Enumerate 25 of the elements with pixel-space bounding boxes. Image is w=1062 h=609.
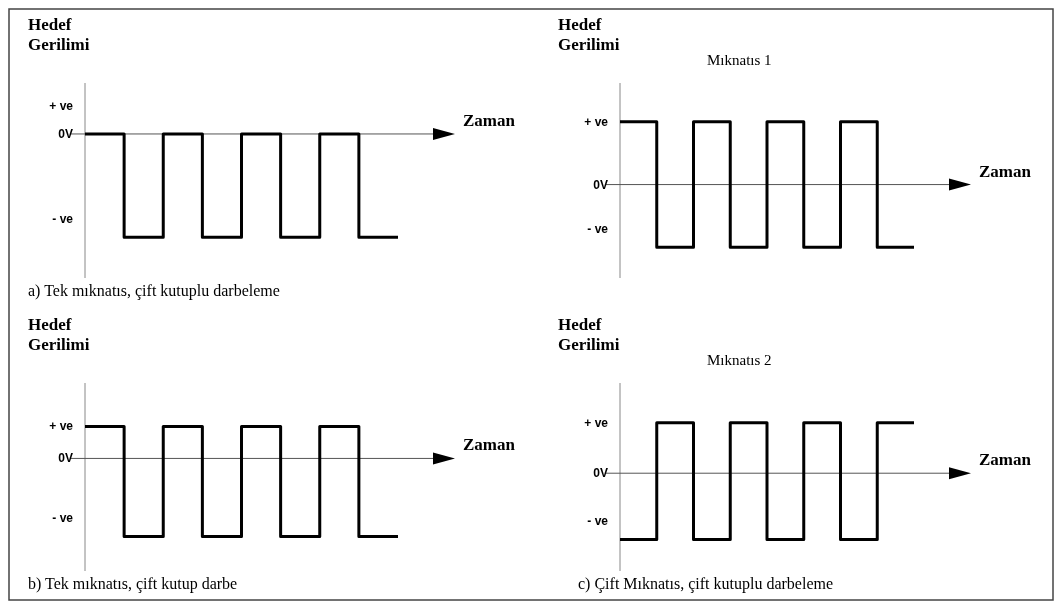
text: c) Çift Mıknatıs, çift kutuplu darbeleme <box>578 575 834 593</box>
annotation: - ve <box>587 514 609 529</box>
y-axis-title: Hedef Gerilimi <box>28 15 90 54</box>
chart-title: Mıknatıs 1 <box>707 52 772 68</box>
annotation: 0V <box>58 126 73 141</box>
text: + ve <box>49 98 74 113</box>
text: a) Tek mıknatıs, çift kutuplu darbeleme <box>28 282 280 300</box>
annotation: - ve <box>52 511 74 526</box>
annotation: + ve <box>584 415 609 430</box>
y-axis-title: Hedef Gerilimi <box>558 15 620 54</box>
annotation: 0V <box>593 466 608 481</box>
x-axis-title: Zaman <box>463 110 516 130</box>
text: b) Tek mıknatıs, çift kutup darbe <box>28 575 238 593</box>
annotation: + ve <box>49 419 74 434</box>
x-axis-title: Zaman <box>979 161 1032 181</box>
y-axis-title: Hedef Gerilimi <box>28 315 90 354</box>
y-axis-title: Hedef Gerilimi <box>558 315 620 354</box>
x-axis-title: Zaman <box>463 435 516 455</box>
annotation: - ve <box>52 212 74 227</box>
annotation: + ve <box>584 114 609 129</box>
annotation: - ve <box>587 222 609 237</box>
annotation: 0V <box>593 177 608 192</box>
x-axis-title: Zaman <box>979 450 1032 470</box>
annotation: 0V <box>58 451 73 466</box>
chart-title: Mıknatıs 2 <box>707 352 772 368</box>
